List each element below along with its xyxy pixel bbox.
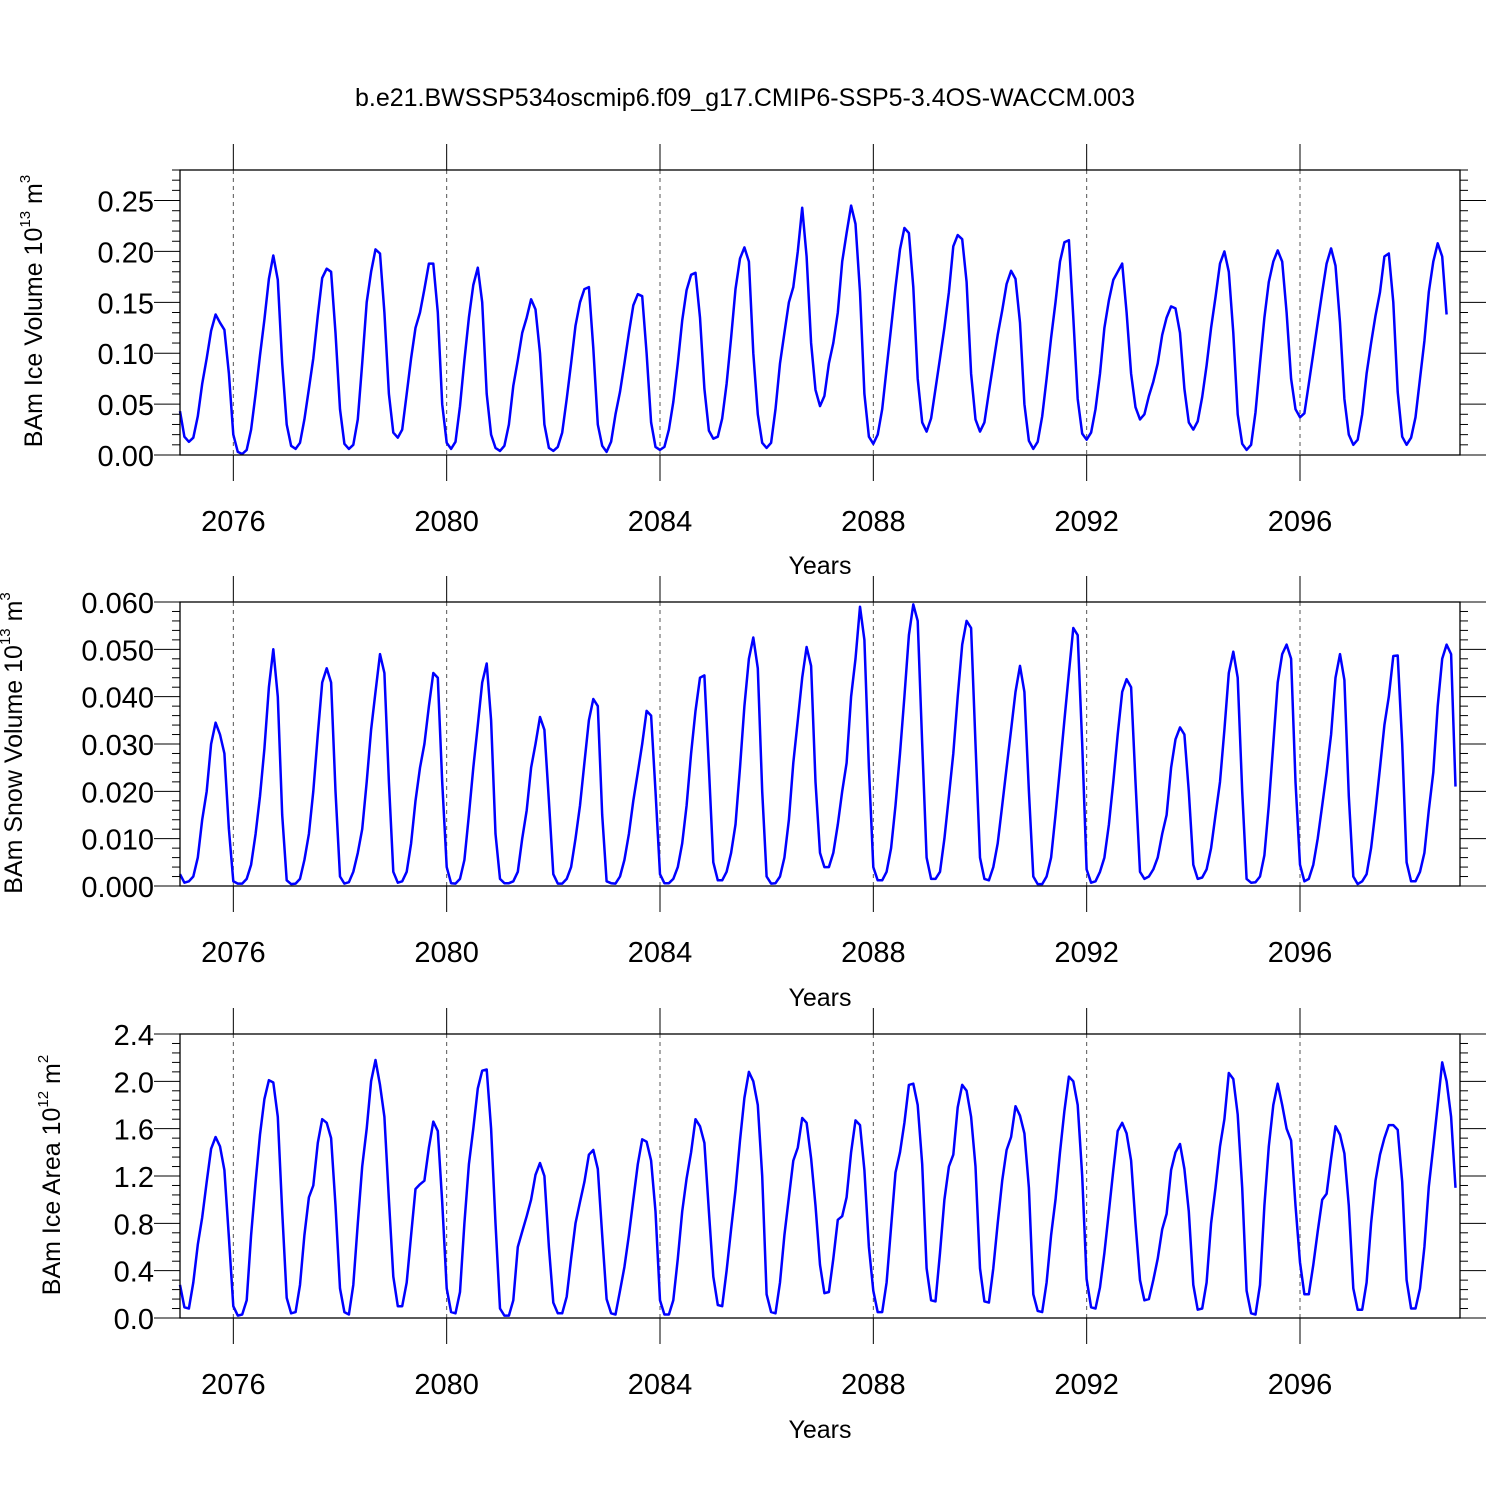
y-axis-label-unit-exponent: 3	[17, 175, 34, 183]
y-axis-label: BAm Ice Volume 1013 m3	[17, 175, 48, 447]
y-tick-label: 0.060	[81, 588, 154, 620]
y-tick-label: 0.25	[98, 187, 154, 219]
x-tick-label: 2084	[628, 937, 693, 969]
y-tick-label: 1.2	[114, 1162, 154, 1194]
y-tick-label: 2.0	[114, 1067, 154, 1099]
plot-frame	[179, 601, 1461, 887]
x-tick-label: 2084	[628, 506, 693, 538]
series-line	[178, 603, 1457, 886]
x-axis-label: Years	[788, 984, 851, 1012]
y-tick-label: 0.010	[81, 825, 154, 857]
y-axis-label-exponent: 12	[35, 1091, 52, 1108]
x-axis-label: Years	[788, 1416, 851, 1444]
y-tick-label: 0.050	[81, 635, 154, 667]
y-tick-label: 1.6	[114, 1115, 154, 1147]
y-tick-label: 0.4	[114, 1257, 154, 1289]
x-tick-label: 2096	[1268, 937, 1333, 969]
y-axis-label-text: BAm Ice Area 10	[38, 1108, 66, 1296]
y-tick-label: 0.8	[114, 1209, 154, 1241]
y-tick-label: 0.000	[81, 872, 154, 904]
y-tick-label: 0.00	[98, 441, 154, 473]
x-tick-label: 2096	[1268, 1369, 1333, 1401]
x-tick-label: 2080	[414, 937, 479, 969]
y-axis-label-exponent: 13	[0, 628, 14, 645]
x-tick-label: 2096	[1268, 506, 1333, 538]
y-tick-label: 0.020	[81, 777, 154, 809]
x-tick-label: 2076	[201, 937, 266, 969]
y-tick-label: 2.4	[114, 1020, 154, 1052]
y-tick-label: 0.20	[98, 237, 154, 269]
x-tick-label: 2092	[1054, 1369, 1119, 1401]
y-axis-label-unit: m	[20, 183, 48, 211]
y-axis-label-unit: m	[38, 1063, 66, 1091]
x-tick-label: 2088	[841, 506, 906, 538]
x-tick-label: 2076	[201, 1369, 266, 1401]
x-tick-label: 2076	[201, 506, 266, 538]
x-tick-label: 2080	[414, 506, 479, 538]
y-axis-label-exponent: 13	[17, 211, 34, 228]
plot-frame	[179, 169, 1461, 456]
x-tick-label: 2092	[1054, 937, 1119, 969]
x-tick-label: 2084	[628, 1369, 693, 1401]
y-axis-label: BAm Ice Area 1012 m2	[35, 1055, 66, 1295]
panel-ice-volume: BAm Ice Volume 1013 m3 Years 0.00 0.05 0.1…	[17, 144, 1486, 580]
y-tick-label: 0.05	[98, 390, 154, 422]
series-line	[178, 204, 1448, 456]
y-tick-label: 0.030	[81, 730, 154, 762]
y-axis-label-text: BAm Snow Volume 10	[0, 645, 28, 894]
x-tick-label: 2088	[841, 1369, 906, 1401]
panel-snow-volume: BAm Snow Volume 1013 m3 Years 0.000 0.010…	[0, 576, 1486, 1012]
y-axis-label-text: BAm Ice Volume 10	[20, 228, 48, 448]
x-tick-label: 2088	[841, 937, 906, 969]
y-tick-label: 0.15	[98, 288, 154, 320]
y-tick-label: 0.040	[81, 683, 154, 715]
x-tick-label: 2092	[1054, 506, 1119, 538]
plot-frame	[179, 1033, 1461, 1319]
x-tick-label: 2080	[414, 1369, 479, 1401]
y-axis-label-unit: m	[0, 601, 28, 629]
y-axis-label: BAm Snow Volume 1013 m3	[0, 592, 28, 894]
panel-ice-area: BAm Ice Area 1012 m2 Years 0.0 0.4 0.8 1.2 1…	[35, 1008, 1486, 1444]
y-tick-label: 0.0	[114, 1304, 154, 1336]
y-tick-label: 0.10	[98, 339, 154, 371]
y-axis-label-unit-exponent: 2	[35, 1055, 52, 1063]
figure-title: b.e21.BWSSP534oscmip6.f09_g17.CMIP6-SSP5…	[355, 84, 1135, 112]
y-axis-label-unit-exponent: 3	[0, 592, 14, 600]
series-line	[178, 1058, 1457, 1317]
x-axis-label: Years	[788, 552, 851, 580]
